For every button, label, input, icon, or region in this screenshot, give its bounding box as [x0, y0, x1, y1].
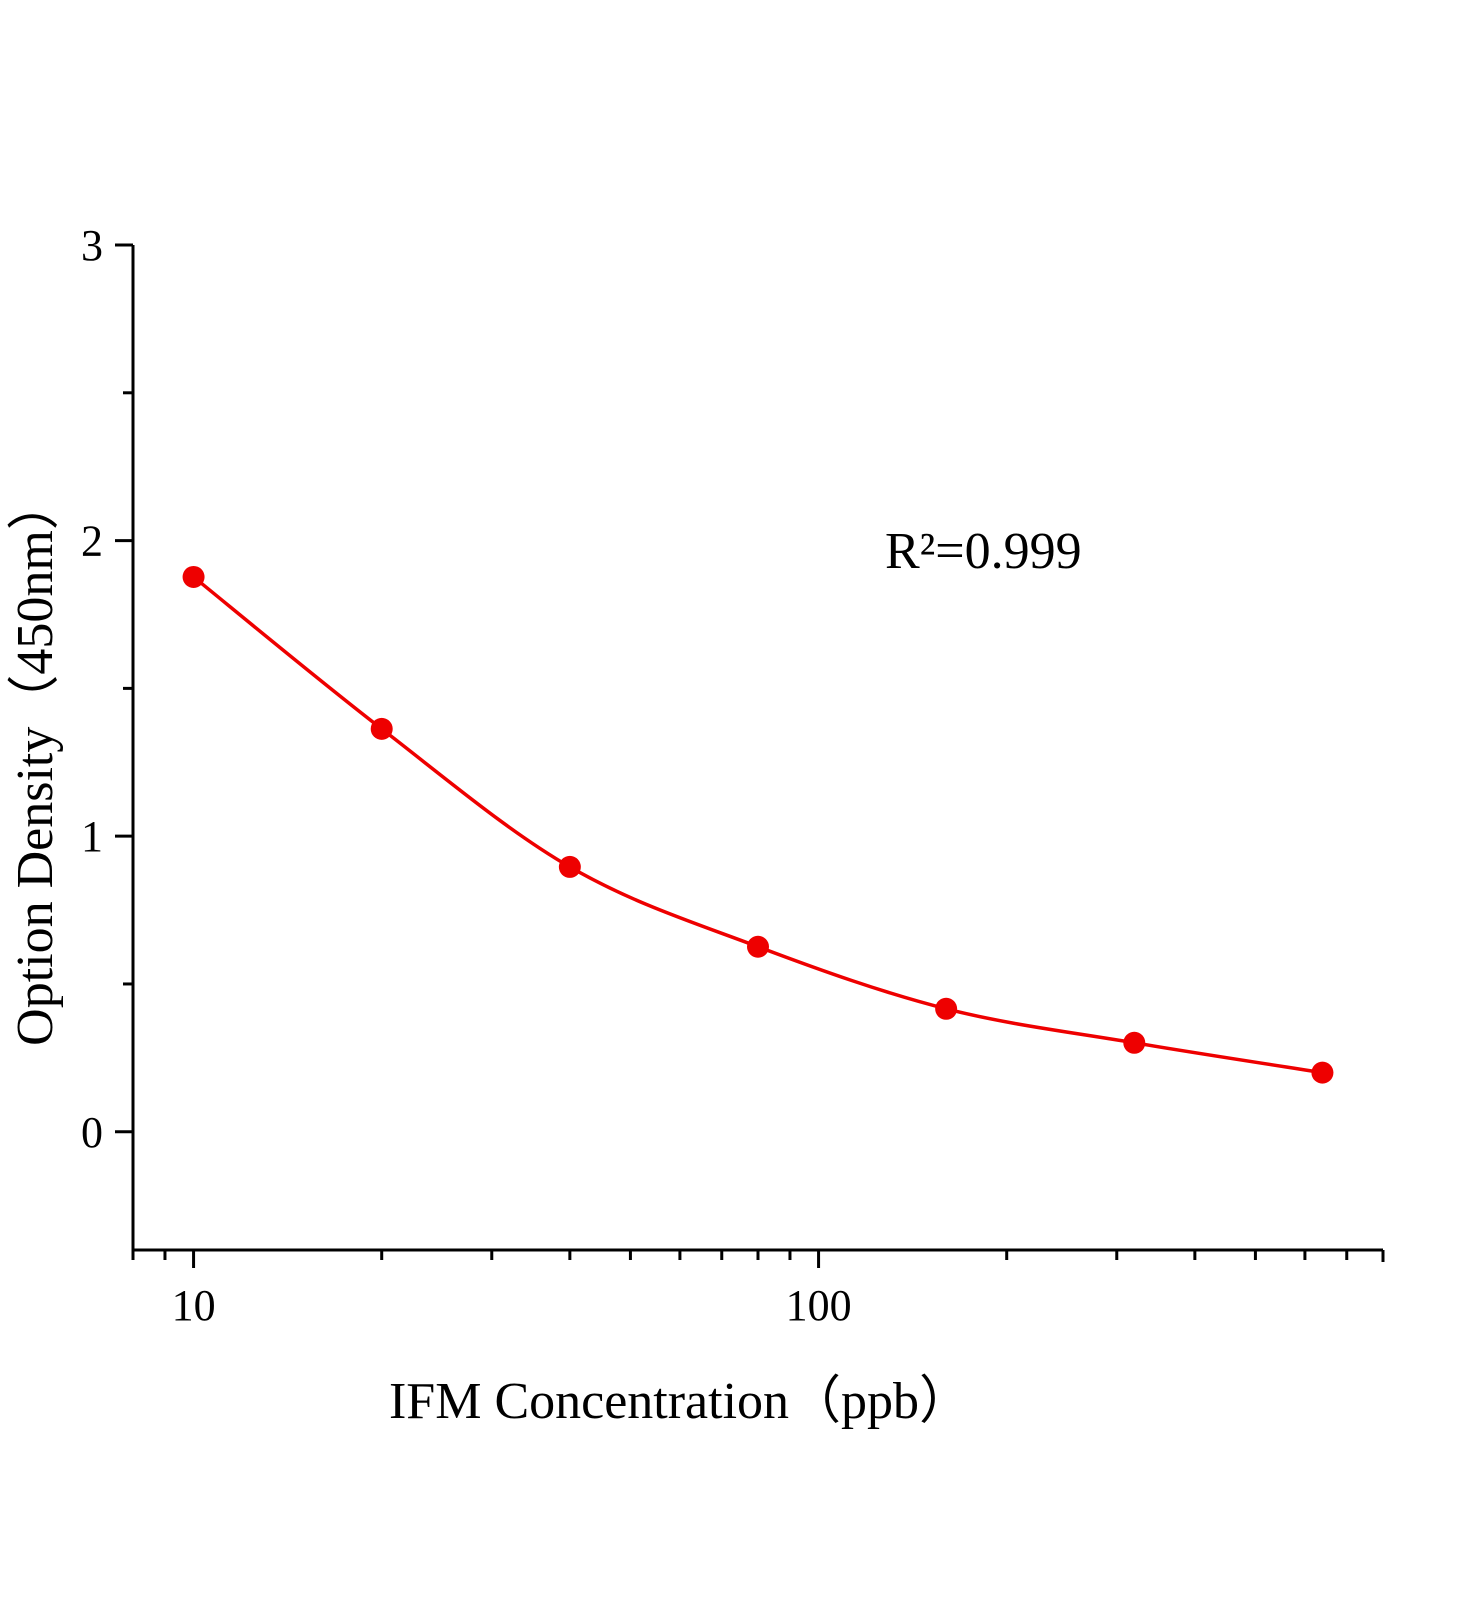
annotation: R²=0.999	[885, 523, 1082, 580]
y-tick-label: 0	[81, 1108, 103, 1157]
x-tick-label: 100	[786, 1281, 852, 1330]
x-tick-label: 10	[172, 1281, 216, 1330]
data-point	[370, 717, 393, 740]
fit-line	[192, 575, 1323, 1075]
data-point	[1123, 1031, 1146, 1054]
y-tick-label: 1	[81, 812, 103, 861]
y-axis-label: Option Density（450nm）	[7, 478, 64, 1046]
y-tick-label: 3	[81, 221, 103, 270]
data-point	[1311, 1061, 1334, 1084]
data-point	[182, 565, 205, 588]
data-point	[935, 997, 958, 1020]
x-axis-label: IFM Concentration（ppb）	[389, 1373, 971, 1430]
y-tick-label: 2	[81, 517, 103, 566]
data-point	[747, 935, 769, 958]
data-point	[558, 855, 581, 878]
